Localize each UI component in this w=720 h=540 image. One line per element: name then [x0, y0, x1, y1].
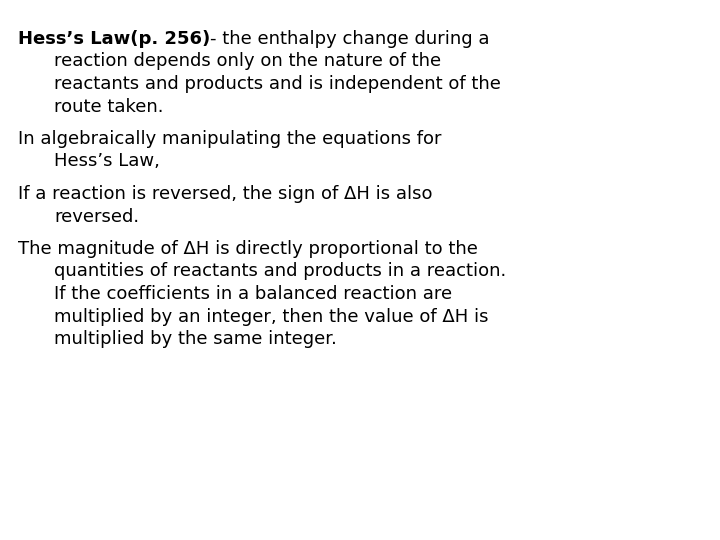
Text: reaction depends only on the nature of the: reaction depends only on the nature of t…: [54, 52, 441, 71]
Text: multiplied by an integer, then the value of ΔH is: multiplied by an integer, then the value…: [54, 307, 488, 326]
Text: Hess’s Law,: Hess’s Law,: [54, 152, 160, 171]
Text: Hess’s Law(p. 256): Hess’s Law(p. 256): [18, 30, 210, 48]
Text: quantities of reactants and products in a reaction.: quantities of reactants and products in …: [54, 262, 506, 280]
Text: reversed.: reversed.: [54, 207, 139, 226]
Text: route taken.: route taken.: [54, 98, 163, 116]
Text: If a reaction is reversed, the sign of ΔH is also: If a reaction is reversed, the sign of Δ…: [18, 185, 433, 203]
Text: - the enthalpy change during a: - the enthalpy change during a: [210, 30, 490, 48]
Text: multiplied by the same integer.: multiplied by the same integer.: [54, 330, 337, 348]
Text: The magnitude of ΔH is directly proportional to the: The magnitude of ΔH is directly proporti…: [18, 240, 478, 258]
Text: If the coefficients in a balanced reaction are: If the coefficients in a balanced reacti…: [54, 285, 452, 303]
Text: In algebraically manipulating the equations for: In algebraically manipulating the equati…: [18, 130, 441, 148]
Text: reactants and products and is independent of the: reactants and products and is independen…: [54, 75, 501, 93]
